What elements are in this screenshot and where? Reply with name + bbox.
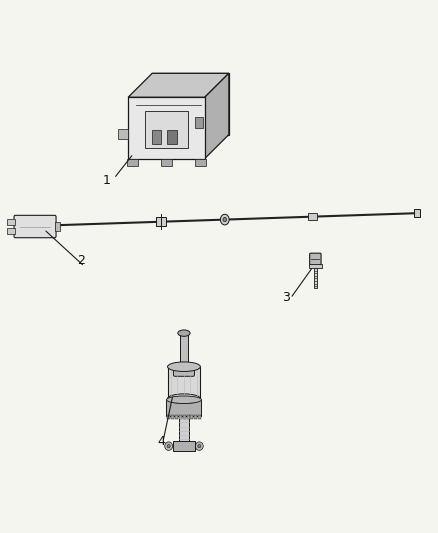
Bar [55,222,60,231]
Polygon shape [128,97,205,159]
Ellipse shape [195,442,203,450]
Bar [191,415,194,419]
Ellipse shape [165,442,173,450]
Polygon shape [145,111,187,148]
Bar [167,415,170,419]
Bar [414,209,420,217]
Circle shape [220,214,229,225]
Ellipse shape [167,394,200,403]
Bar [198,415,201,419]
Text: 3: 3 [283,291,290,304]
Bar [161,159,172,166]
Text: 2: 2 [77,254,85,267]
Polygon shape [128,73,229,97]
Bar [7,219,15,225]
Bar [194,159,206,166]
Bar [167,367,200,399]
Bar [179,416,189,441]
FancyBboxPatch shape [173,364,194,376]
Bar [194,415,198,419]
Text: 1: 1 [103,174,111,187]
Bar [166,400,201,416]
Bar [195,117,203,128]
Bar [175,415,178,419]
Bar [309,264,322,268]
FancyBboxPatch shape [14,215,56,238]
FancyBboxPatch shape [310,253,321,265]
Bar [7,228,15,234]
Polygon shape [205,73,229,159]
Bar [167,131,177,144]
Text: 4: 4 [158,435,166,448]
Bar [156,217,166,226]
Circle shape [223,217,226,222]
Bar [152,131,161,144]
Bar [308,213,317,221]
Bar [179,415,182,419]
Bar [314,268,317,288]
Polygon shape [152,73,229,134]
Bar [171,415,174,419]
Ellipse shape [167,445,170,448]
Bar [183,415,186,419]
Ellipse shape [198,445,201,448]
Ellipse shape [166,396,201,403]
Ellipse shape [167,362,200,372]
Bar [173,441,195,451]
Bar [187,415,190,419]
Ellipse shape [178,330,190,336]
Bar [127,159,138,166]
Bar [118,129,128,139]
Bar [180,333,188,365]
